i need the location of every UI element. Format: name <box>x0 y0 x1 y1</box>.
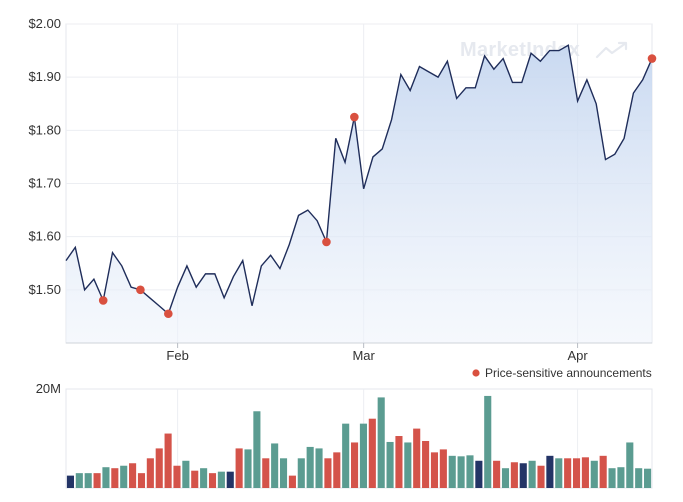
volume-bar <box>173 465 181 488</box>
price-line <box>65 44 653 315</box>
volume-bar <box>386 441 394 488</box>
volume-bar <box>546 455 554 488</box>
volume-bar <box>244 449 252 488</box>
announcement-marker <box>647 54 657 63</box>
volume-bar <box>644 468 652 488</box>
volume-bar <box>102 467 110 488</box>
volume-bar <box>377 397 385 488</box>
volume-bar <box>439 449 447 488</box>
y-tick-label: $1.70 <box>28 176 61 191</box>
trend-up-arrow-icon <box>595 41 628 59</box>
volume-bar <box>466 455 474 488</box>
volume-bar <box>395 436 403 488</box>
volume-bar <box>84 473 92 488</box>
volume-bar <box>564 458 572 488</box>
volume-bar <box>519 463 527 488</box>
volume-bar <box>146 458 154 488</box>
x-tick-label: Apr <box>567 348 588 363</box>
volume-bar <box>528 460 536 488</box>
volume-bar <box>182 460 190 488</box>
announcement-markers <box>98 54 657 319</box>
volume-bar <box>404 442 412 488</box>
legend-label: Price-sensitive announcements <box>485 366 652 380</box>
volume-bar <box>501 468 510 488</box>
price-area-fill <box>66 45 652 344</box>
volume-bar <box>493 460 501 488</box>
volume-bar <box>75 473 83 488</box>
volume-bar <box>599 455 607 488</box>
volume-bar <box>155 448 163 488</box>
volume-bar <box>271 443 279 488</box>
volume-bar <box>297 458 305 488</box>
volume-bar <box>368 418 376 488</box>
volume-bar <box>342 423 350 488</box>
announcement-marker <box>136 285 145 295</box>
x-tick-label: Feb <box>166 348 188 363</box>
volume-bar <box>510 462 518 488</box>
announcement-marker <box>350 112 359 122</box>
volume-bar <box>111 468 119 488</box>
legend-marker <box>472 369 480 377</box>
y-tick-label: $1.90 <box>28 69 61 84</box>
volume-frame <box>65 388 653 489</box>
volume-bar <box>137 473 146 488</box>
volume-bar <box>324 458 332 488</box>
volume-bar <box>208 473 217 488</box>
y-tick-label: $1.80 <box>28 122 61 137</box>
volume-bar <box>484 395 492 488</box>
volume-bar <box>288 475 296 489</box>
volume-bar <box>635 468 643 488</box>
volume-bar <box>581 457 589 488</box>
volume-bar <box>66 475 74 489</box>
volume-bar <box>430 452 439 488</box>
announcement-marker <box>322 237 331 247</box>
volume-bars <box>66 395 652 489</box>
volume-bar <box>351 442 359 488</box>
volume-bar <box>617 467 625 488</box>
volume-bar <box>448 455 456 488</box>
volume-bar <box>253 411 261 488</box>
volume-bar <box>164 433 172 488</box>
volume-bar <box>537 465 545 488</box>
volume-y-axis: 20M <box>36 381 61 396</box>
volume-bar <box>262 458 270 488</box>
volume-y-tick-label: 20M <box>36 381 61 396</box>
volume-bar <box>279 458 288 488</box>
x-tick-label: Mar <box>352 348 375 363</box>
volume-bar <box>191 470 199 488</box>
volume-bar <box>315 448 323 488</box>
volume-bar <box>590 460 598 488</box>
volume-bar <box>235 448 243 488</box>
announcement-marker <box>164 309 173 319</box>
price-y-axis: $2.00 $1.90 $1.80 $1.70 $1.60 $1.50 <box>28 16 61 297</box>
volume-bar <box>475 460 483 488</box>
volume-bar <box>413 428 421 488</box>
legend: Price-sensitive announcements <box>472 366 652 380</box>
volume-bar <box>457 456 465 488</box>
announcement-marker <box>98 296 108 305</box>
volume-bar <box>333 452 341 488</box>
volume-bar <box>626 442 634 488</box>
price-x-axis: Feb Mar Apr <box>66 342 652 363</box>
volume-bar <box>608 468 616 488</box>
volume-bar <box>359 423 367 488</box>
volume-bar <box>306 446 314 488</box>
volume-bar <box>572 458 581 488</box>
y-tick-label: $2.00 <box>28 16 61 31</box>
volume-bar <box>422 440 430 488</box>
y-tick-label: $1.60 <box>28 229 61 244</box>
volume-bar <box>200 468 208 488</box>
volume-bar <box>129 463 137 488</box>
volume-bar <box>555 458 563 488</box>
volume-bar <box>226 471 234 488</box>
volume-bar <box>120 465 128 488</box>
volume-bar <box>217 471 225 488</box>
y-tick-label: $1.50 <box>28 282 61 297</box>
volume-bar <box>93 473 101 488</box>
